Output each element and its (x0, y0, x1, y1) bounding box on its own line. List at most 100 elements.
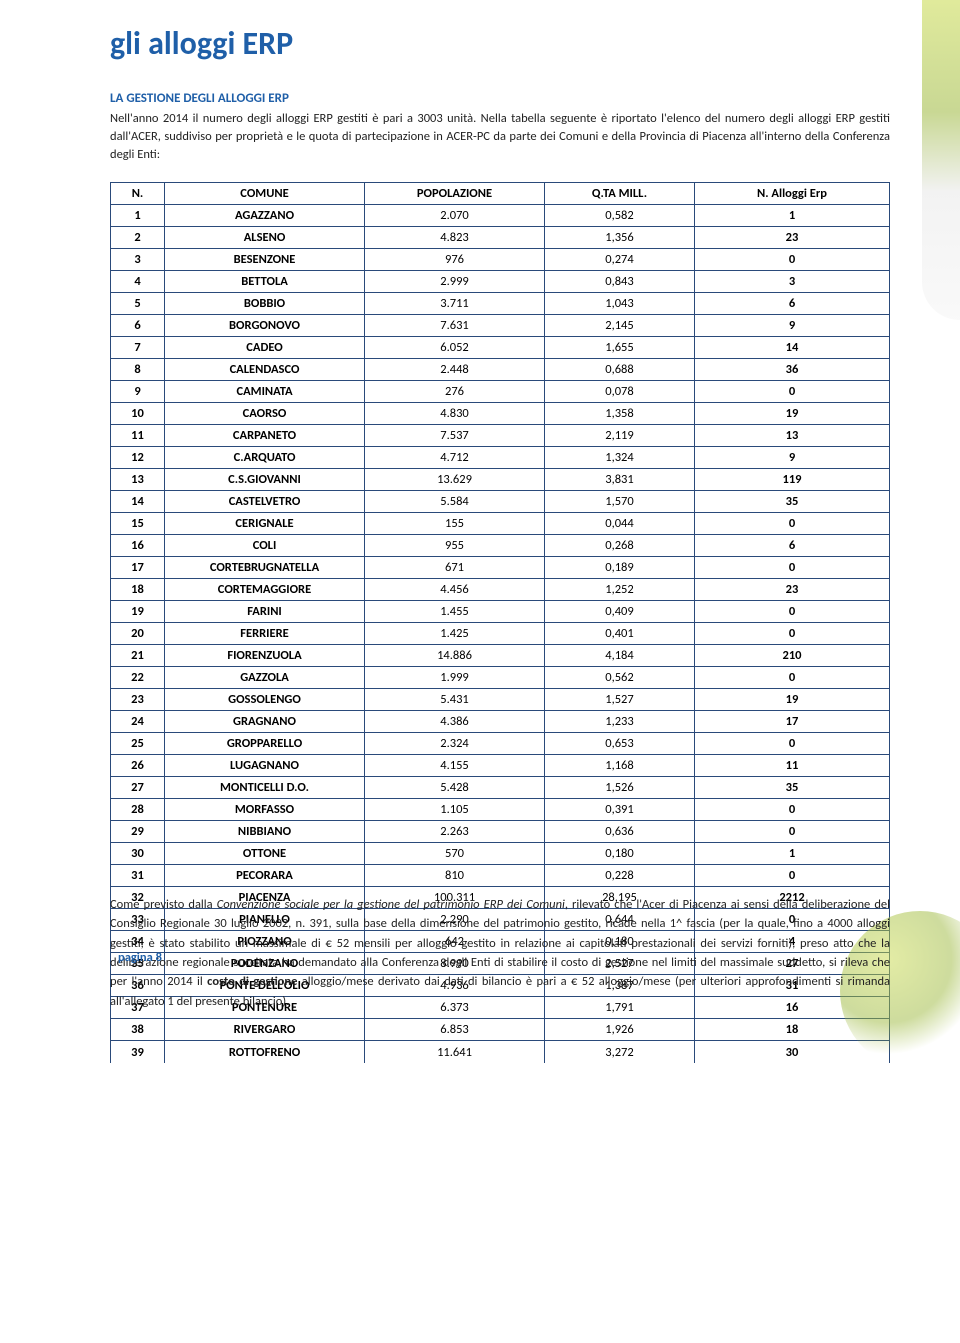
table-row: 4BETTOLA2.9990,8433 (111, 271, 890, 293)
cell-q: 0,843 (545, 271, 695, 293)
cell-n: 38 (111, 1019, 165, 1041)
cell-erp: 0 (695, 381, 890, 403)
cell-q: 0,409 (545, 601, 695, 623)
cell-q: 0,180 (545, 843, 695, 865)
cell-com: OTTONE (165, 843, 365, 865)
cell-q: 0,274 (545, 249, 695, 271)
cell-n: 9 (111, 381, 165, 403)
table-row: 30OTTONE5700,1801 (111, 843, 890, 865)
table-row: 27MONTICELLI D.O.5.4281,52635 (111, 777, 890, 799)
cell-erp: 119 (695, 469, 890, 491)
cell-erp: 0 (695, 601, 890, 623)
cell-erp: 13 (695, 425, 890, 447)
col-header-erp: N. Alloggi Erp (695, 183, 890, 205)
cell-n: 16 (111, 535, 165, 557)
cell-pop: 5.431 (365, 689, 545, 711)
table-row: 16COLI9550,2686 (111, 535, 890, 557)
cell-erp: 35 (695, 491, 890, 513)
cell-erp: 17 (695, 711, 890, 733)
cell-q: 1,252 (545, 579, 695, 601)
cell-n: 30 (111, 843, 165, 865)
cell-erp: 210 (695, 645, 890, 667)
table-row: 3BESENZONE9760,2740 (111, 249, 890, 271)
col-header-n: N. (111, 183, 165, 205)
cell-pop: 11.641 (365, 1041, 545, 1063)
cell-com: GROPPARELLO (165, 733, 365, 755)
cell-pop: 4.155 (365, 755, 545, 777)
cell-n: 5 (111, 293, 165, 315)
cell-n: 26 (111, 755, 165, 777)
cell-com: CARPANETO (165, 425, 365, 447)
cell-com: PECORARA (165, 865, 365, 887)
decor-top (922, 0, 960, 320)
cell-pop: 1.425 (365, 623, 545, 645)
cell-n: 39 (111, 1041, 165, 1063)
cell-pop: 4.712 (365, 447, 545, 469)
cell-pop: 4.830 (365, 403, 545, 425)
cell-n: 18 (111, 579, 165, 601)
table-row: 8CALENDASCO2.4480,68836 (111, 359, 890, 381)
cell-com: CAORSO (165, 403, 365, 425)
cell-n: 27 (111, 777, 165, 799)
section-subhead: LA GESTIONE DEGLI ALLOGGI ERP (110, 91, 890, 106)
cell-n: 11 (111, 425, 165, 447)
cell-erp: 0 (695, 557, 890, 579)
cell-n: 14 (111, 491, 165, 513)
cell-com: FARINI (165, 601, 365, 623)
cell-n: 20 (111, 623, 165, 645)
cell-q: 1,043 (545, 293, 695, 315)
col-header-comune: COMUNE (165, 183, 365, 205)
cell-com: CERIGNALE (165, 513, 365, 535)
cell-n: 13 (111, 469, 165, 491)
cell-n: 28 (111, 799, 165, 821)
cell-com: COLI (165, 535, 365, 557)
cell-pop: 2.324 (365, 733, 545, 755)
cell-com: CORTEBRUGNATELLA (165, 557, 365, 579)
table-row: 17CORTEBRUGNATELLA6710,1890 (111, 557, 890, 579)
cell-q: 1,526 (545, 777, 695, 799)
table-row: 14CASTELVETRO5.5841,57035 (111, 491, 890, 513)
table-row: 7CADEO6.0521,65514 (111, 337, 890, 359)
cell-n: 3 (111, 249, 165, 271)
cell-n: 7 (111, 337, 165, 359)
cell-q: 3,272 (545, 1041, 695, 1063)
cell-erp: 0 (695, 733, 890, 755)
cell-n: 19 (111, 601, 165, 623)
table-row: 11CARPANETO7.5372,11913 (111, 425, 890, 447)
cell-erp: 19 (695, 689, 890, 711)
cell-erp: 0 (695, 667, 890, 689)
cell-pop: 2.999 (365, 271, 545, 293)
table-row: 29NIBBIANO2.2630,6360 (111, 821, 890, 843)
cell-erp: 0 (695, 249, 890, 271)
table-row: 25GROPPARELLO2.3240,6530 (111, 733, 890, 755)
cell-com: CASTELVETRO (165, 491, 365, 513)
cell-com: C.S.GIOVANNI (165, 469, 365, 491)
cell-com: NIBBIANO (165, 821, 365, 843)
cell-pop: 810 (365, 865, 545, 887)
cell-q: 0,268 (545, 535, 695, 557)
overlay-paragraph: Come previsto dalla Convenzione sociale … (110, 895, 890, 1011)
cell-erp: 0 (695, 799, 890, 821)
cell-com: C.ARQUATO (165, 447, 365, 469)
table-row: 23GOSSOLENGO5.4311,52719 (111, 689, 890, 711)
table-row: 22GAZZOLA1.9990,5620 (111, 667, 890, 689)
cell-com: FERRIERE (165, 623, 365, 645)
cell-com: BESENZONE (165, 249, 365, 271)
table-row: 13C.S.GIOVANNI13.6293,831119 (111, 469, 890, 491)
table-row: 1AGAZZANO2.0700,5821 (111, 205, 890, 227)
cell-pop: 2.263 (365, 821, 545, 843)
cell-q: 0,653 (545, 733, 695, 755)
cell-pop: 13.629 (365, 469, 545, 491)
cell-n: 17 (111, 557, 165, 579)
table-row: 19FARINI1.4550,4090 (111, 601, 890, 623)
cell-q: 0,391 (545, 799, 695, 821)
cell-n: 2 (111, 227, 165, 249)
table-row: 28MORFASSO1.1050,3910 (111, 799, 890, 821)
cell-q: 0,228 (545, 865, 695, 887)
table-row: 18CORTEMAGGIORE4.4561,25223 (111, 579, 890, 601)
cell-pop: 6.853 (365, 1019, 545, 1041)
cell-pop: 976 (365, 249, 545, 271)
cell-n: 31 (111, 865, 165, 887)
cell-n: 22 (111, 667, 165, 689)
cell-com: CADEO (165, 337, 365, 359)
